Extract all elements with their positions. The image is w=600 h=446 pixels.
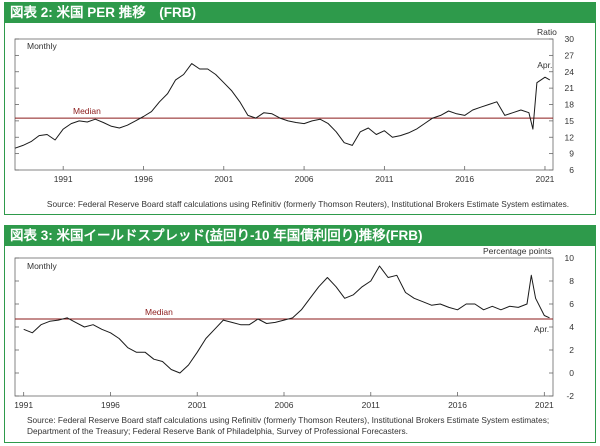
yield-spread-chart-panel: 図表 3: 米国イールドスプレッド(益回り-10 年国債利回り)推移(FRB) … [4,225,596,443]
per-chart-plot-frame [14,38,554,171]
per-chart-panel: 図表 2: 米国 PER 推移 (FRB) Monthly Ratio 6 9 12… [4,2,596,215]
yield-spread-chart-unit-label: Percentage points [483,246,552,256]
yield-spread-chart-series-line [23,265,550,374]
per-chart-series-line [14,63,551,149]
per-chart-header: 図表 2: 米国 PER 推移 (FRB) [5,3,595,23]
per-chart-median-label: Median [73,106,101,116]
per-chart-x-tick-label: 2021 [536,174,555,184]
yield-spread-chart-median-label: Median [145,307,173,317]
yield-spread-chart-x-tick-label: 1996 [101,400,120,410]
yield-spread-chart-x-tick-label: 2001 [188,400,207,410]
yield-spread-chart-header: 図表 3: 米国イールドスプレッド(益回り-10 年国債利回り)推移(FRB) [5,226,595,246]
yield-spread-chart-caption-line-1: Source: Federal Reserve Board staff calc… [27,415,550,425]
yield-spread-chart-y-tick-label: 4 [569,322,574,332]
per-chart-caption-line: Source: Federal Reserve Board staff calc… [46,199,570,209]
yield-spread-chart-y-tick-label: 10 [565,253,575,263]
yield-spread-chart-y-tick-label: 0 [569,368,574,378]
yield-spread-chart-y-tick-label: -2 [566,391,574,401]
per-chart-y-tick-label: 6 [569,165,574,175]
per-chart-caption: Source: Federal Reserve Board staff calc… [23,199,593,210]
per-chart-unit-label: Ratio [537,27,557,37]
yield-spread-chart-y-tick-label: 2 [569,345,574,355]
yield-spread-chart-caption-line-2: Department of the Treasury; Federal Rese… [27,426,408,436]
per-chart-x-tick-label: 2006 [295,174,314,184]
per-chart-x-tick-label: 1991 [54,174,73,184]
yield-spread-chart-x-tick-label: 2011 [362,400,381,410]
per-chart-y-tick-label: 27 [565,50,575,60]
per-chart-y-tick-label: 18 [565,100,575,110]
per-chart-end-label: Apr. [537,60,552,70]
per-chart-y-tick-label: 12 [565,132,575,142]
yield-spread-chart-y-tick-label: 6 [569,299,574,309]
per-chart-y-tick-label: 15 [565,116,575,126]
yield-spread-chart-x-tick-label: 2006 [275,400,294,410]
yield-spread-chart-end-label: Apr. [534,324,549,334]
yield-spread-chart-plot: Monthly Percentage points -2 0 2 4 6 8 10 1991 1… [14,246,575,410]
per-chart-y-tick-label: 21 [565,83,575,93]
per-chart-y-tick-label: 9 [569,149,574,159]
per-chart-y-tick-label: 24 [565,67,575,77]
yield-spread-chart-plot-frame [14,257,554,397]
per-chart-x-tick-label: 2016 [455,174,474,184]
per-chart-frequency-label: Monthly [27,41,58,51]
per-chart-plot: Monthly Ratio 6 9 12 15 18 21 24 27 30 1991 1996 20… [14,27,575,184]
yield-spread-chart-x-tick-label: 2021 [535,400,554,410]
yield-spread-chart-frequency-label: Monthly [27,261,58,271]
yield-spread-chart-x-tick-label: 2016 [448,400,467,410]
per-chart-x-tick-label: 2001 [214,174,233,184]
yield-spread-chart-caption: Source: Federal Reserve Board staff calc… [27,415,593,437]
per-chart-x-tick-label: 1996 [134,174,153,184]
per-chart-y-tick-label: 30 [565,34,575,44]
per-chart-x-tick-label: 2011 [375,174,394,184]
yield-spread-chart-y-tick-label: 8 [569,276,574,286]
yield-spread-chart-x-tick-label: 1991 [14,400,33,410]
